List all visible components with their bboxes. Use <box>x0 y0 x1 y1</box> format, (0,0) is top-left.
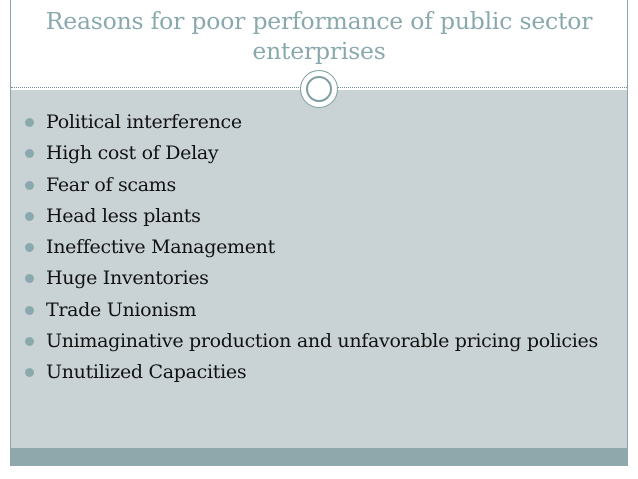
inner-circle <box>306 76 332 102</box>
bullet-item: Fear of scams <box>16 173 616 197</box>
double-circle-icon <box>300 70 338 108</box>
bullet-text: Head less plants <box>46 204 201 227</box>
bullet-text: Huge Inventories <box>46 267 209 290</box>
bullet-text: Trade Unionism <box>46 298 197 321</box>
slide-title: Reasons for poor performance of public s… <box>45 7 593 65</box>
slide-frame <box>10 0 628 466</box>
footer-band <box>11 448 627 466</box>
circle-bullet-icon <box>25 243 34 253</box>
bullet-text: High cost of Delay <box>46 142 219 165</box>
circle-bullet-icon <box>25 305 34 315</box>
bullet-list: Political interference High cost of Dela… <box>16 110 616 392</box>
circle-bullet-icon <box>25 118 34 127</box>
bullet-text: Unutilized Capacities <box>46 361 247 384</box>
circle-bullet-icon <box>25 149 34 159</box>
circle-bullet-icon <box>25 180 34 190</box>
bullet-item: Head less plants <box>16 204 616 228</box>
circle-bullet-icon <box>25 368 34 378</box>
bullet-item: High cost of Delay <box>16 141 616 165</box>
bullet-item: Unimaginative production and unfavorable… <box>16 329 616 353</box>
bullet-item: Huge Inventories <box>16 266 616 290</box>
bullet-text: Ineffective Management <box>46 236 275 259</box>
bullet-text: Fear of scams <box>46 173 176 196</box>
bullet-text: Unimaginative production and unfavorable… <box>46 330 598 353</box>
bullet-item: Trade Unionism <box>16 298 616 322</box>
bullet-item: Ineffective Management <box>16 235 616 259</box>
circle-bullet-icon <box>25 211 34 221</box>
content-area <box>11 90 627 448</box>
bullet-item: Political interference <box>16 110 616 134</box>
bullet-text: Political interference <box>46 111 242 133</box>
circle-bullet-icon <box>25 337 34 347</box>
circle-bullet-icon <box>25 274 34 284</box>
bullet-item: Unutilized Capacities <box>16 360 616 384</box>
